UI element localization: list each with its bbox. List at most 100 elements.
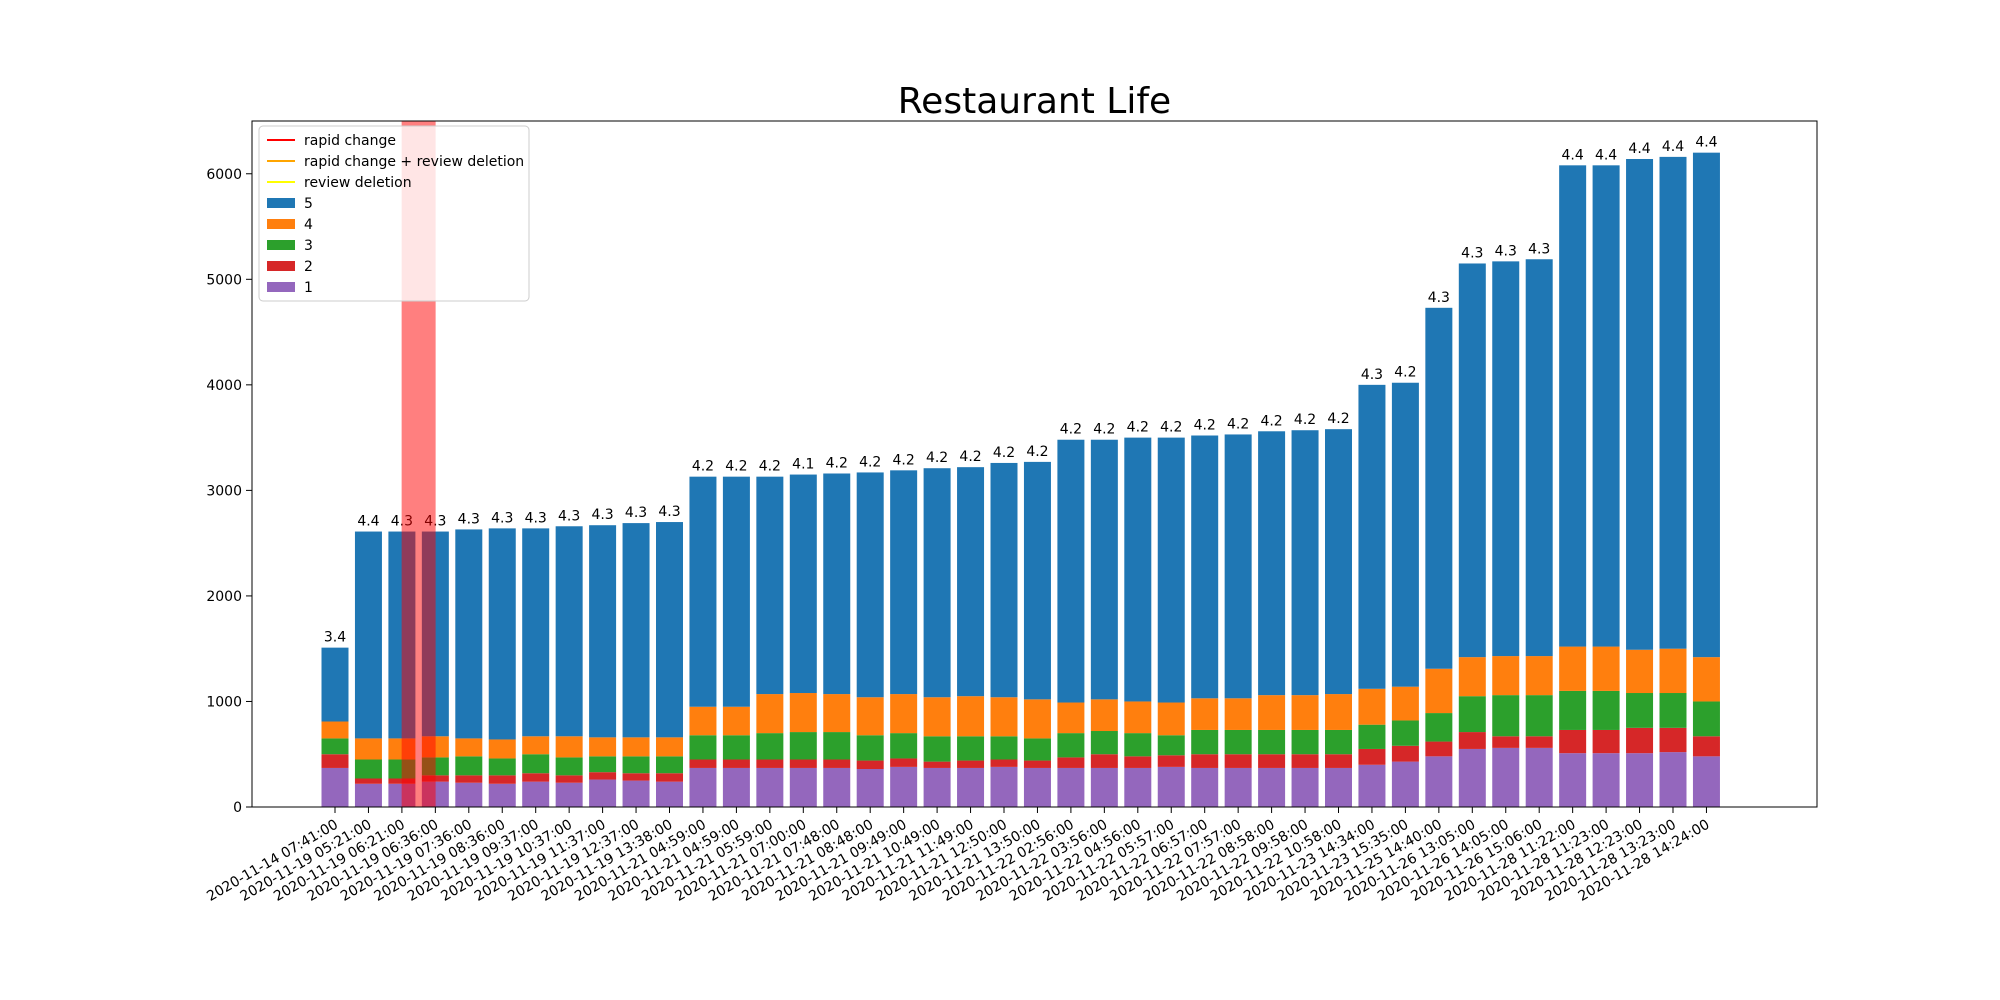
bar-segment [1559,646,1587,691]
bar-segment [689,706,717,736]
bar-segment [555,526,583,737]
bar-segment [1492,261,1520,657]
bar-segment [1358,764,1386,807]
bar-segment [589,756,617,773]
bar-segment [589,779,617,807]
bar-value-label: 4.2 [826,455,848,471]
bar-segment [957,760,985,768]
bar-segment [1425,307,1453,669]
bar-value-label: 4.2 [926,450,948,466]
bar-segment [656,773,683,782]
bar-segment [555,736,583,758]
bar-segment [1258,729,1286,755]
legend-entry-label: 2 [304,259,313,275]
bar-segment [890,694,918,734]
bar-segment [856,735,884,761]
bar-segment [1124,756,1152,768]
bar-segment [455,756,483,776]
bar-segment [1659,727,1687,753]
bar-segment [1090,699,1118,732]
bar-segment [455,782,483,807]
bar-segment [522,528,550,737]
bar-segment [1124,701,1152,734]
bar-segment [455,775,483,783]
bar-segment [1090,439,1118,700]
bar-segment [589,737,617,757]
bar-value-label: 4.4 [1595,147,1617,163]
bar-segment [354,531,382,739]
bar-value-label: 4.2 [1060,422,1082,438]
bar-segment [1090,767,1118,807]
bar-segment [1592,753,1620,807]
bar-segment [689,476,717,707]
y-tick-label: 4000 [206,378,242,394]
bar-segment [622,523,650,738]
bar-segment [689,735,717,760]
bar-segment [1325,429,1352,695]
bar-segment [321,738,349,755]
bar-segment [1659,693,1687,728]
bar-segment [756,767,784,807]
bar-segment [1157,755,1185,767]
bar-segment [1291,767,1319,807]
bar-segment [1023,461,1051,700]
bar-value-label: 4.3 [591,507,613,523]
bar-segment [1157,437,1185,703]
bar-segment [923,767,951,807]
bar-value-label: 4.3 [1461,245,1483,261]
bar-segment [354,778,382,784]
bar-segment [990,736,1018,760]
bar-segment [1525,695,1553,737]
bar-segment [823,732,851,760]
y-tick-label: 3000 [206,483,242,499]
bar-segment [990,759,1018,767]
bar-segment [1692,736,1720,757]
bar-value-label: 4.2 [1194,418,1216,434]
bar-segment [1659,156,1687,649]
bar-segment [1525,656,1553,696]
bar-segment [756,759,784,768]
y-tick-label: 1000 [206,694,242,710]
bar-segment [823,767,851,807]
legend: rapid change rapid change + review deleti… [258,125,530,302]
bar-segment [555,775,583,783]
bar-segment [1425,713,1453,742]
bar-segment [522,781,550,807]
bar-value-label: 4.2 [1093,422,1115,438]
bar-segment [1291,754,1319,768]
bar-segment [856,760,884,770]
bar-segment [1458,263,1486,658]
bar-segment [488,739,516,759]
bar-segment [656,756,683,774]
bar-segment [656,737,683,757]
bar-segment [555,757,583,776]
legend-bar-swatch [267,261,295,271]
bar-segment [890,766,918,807]
bar-segment [1358,688,1386,725]
bar-segment [1458,732,1486,749]
legend-entry-label: rapid change + review deletion [304,154,524,170]
bar-segment [1592,729,1620,754]
bar-segment [522,754,550,774]
bar-segment [488,775,516,784]
bar-segment [923,697,951,737]
bar-segment [689,767,717,807]
bar-segment [1626,727,1654,754]
bar-value-label: 4.4 [1662,139,1684,155]
bar-segment [1626,649,1654,694]
bar-segment [1325,729,1352,755]
bar-segment [1191,435,1219,699]
bar-value-label: 4.4 [1695,135,1717,151]
bar-segment [1157,702,1185,736]
bar-segment [890,758,918,767]
bar-segment [1425,741,1453,757]
bar-segment [789,732,817,760]
bar-segment [1224,767,1252,807]
bar-segment [321,767,349,807]
bar-segment [1492,656,1520,696]
bar-segment [1559,690,1587,730]
bar-segment [1492,747,1520,807]
plot-area: 3.4 4.4 4.3 4.3 4.3 4.3 4.3 4.3 4.3 4.3 4.3 4.2 4.2 4… [251,120,1818,808]
bar-value-label: 4.3 [525,510,547,526]
bar-segment [1090,754,1118,768]
